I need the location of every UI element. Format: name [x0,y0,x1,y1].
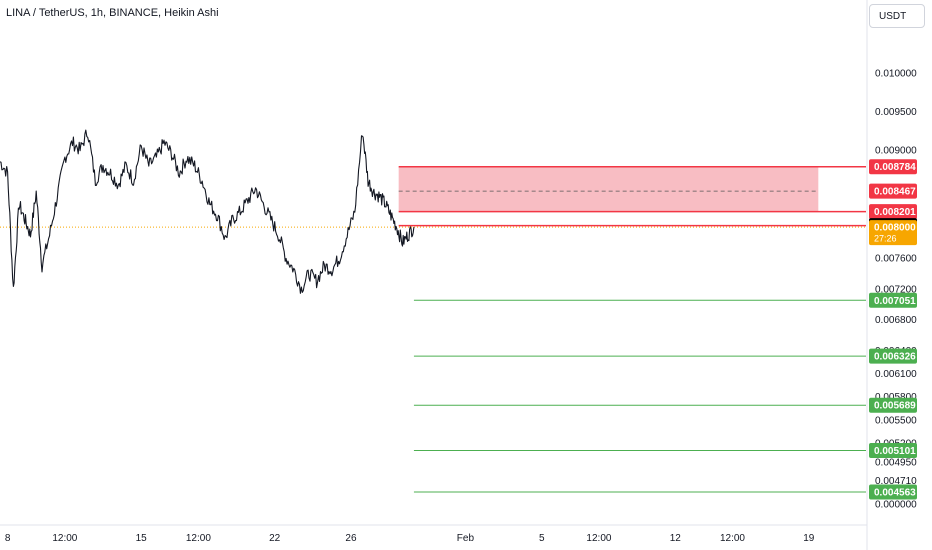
target-badge-1-bg [869,292,917,308]
target-badge-5-bg [869,484,917,500]
price-tick-label: 0.009500 [875,107,917,118]
price-tick-label: 0.007600 [875,253,917,264]
price-tick-label: 0.007200 [875,284,917,295]
currency-selector-button[interactable]: USDT [869,4,925,28]
price-tick-label: 0.009000 [875,146,917,157]
target-badge-1: 0.007051 [869,292,917,308]
price-tick-label: 0.010000 [875,69,917,80]
target-badge-4-label: 0.005101 [874,446,916,457]
time-tick-label: 15 [136,533,148,544]
time-tick-label: 22 [269,533,281,544]
time-tick-label: 8 [5,533,11,544]
price-badge-2: 0.008467 [869,183,917,199]
price-badge-1: 0.008784 [869,159,917,175]
sell-zone-box[interactable] [398,166,819,212]
price-tick-label: 0.004710 [875,476,917,487]
target-badge-2-label: 0.006326 [874,352,916,363]
time-tick-label: Feb [457,533,475,544]
price-tick-label: 0.004950 [875,458,917,469]
time-tick-label: 12:00 [52,533,77,544]
time-tick-label: 19 [803,533,815,544]
countdown-label: 27:26 [874,234,897,244]
target-badge-2-bg [869,348,917,364]
target-badge-5-label: 0.004563 [874,488,916,499]
time-tick-label: 12 [670,533,682,544]
price-tick-label: 0.005500 [875,415,917,426]
target-badge-3-bg [869,397,917,413]
price-badge-3-label: 0.008201 [874,207,916,218]
price-badges: 0.0087840.0084670.0082010.0080200.007051… [869,159,917,500]
price-tick-label: 0.006100 [875,369,917,380]
target-badge-3: 0.005689 [869,397,917,413]
price-series-line[interactable] [0,129,415,294]
target-badge-4: 0.005101 [869,443,917,459]
price-badge-1-label: 0.008784 [874,162,916,173]
price-badge-2-label: 0.008467 [874,187,916,198]
time-tick-label: 26 [345,533,357,544]
price-badge-2-bg [869,183,917,199]
chart-title: LINA / TetherUS, 1h, BINANCE, Heikin Ash… [6,7,219,19]
current-price-label: 0.008000 [874,223,916,234]
target-badge-3-label: 0.005689 [874,401,916,412]
time-tick-label: 12:00 [720,533,745,544]
plot-area[interactable] [0,129,866,493]
current-price-badge-bg [869,220,917,246]
target-badge-4-bg [869,443,917,459]
time-tick-label: 5 [539,533,545,544]
price-badge-3: 0.008201 [869,204,917,220]
price-badge-1-bg [869,159,917,175]
price-tick-label: 0.005800 [875,392,917,403]
time-tick-label: 12:00 [586,533,611,544]
price-badge-3-bg [869,204,917,220]
price-tick-label: 0.006800 [875,315,917,326]
target-badge-1-label: 0.007051 [874,296,916,307]
target-badge-2: 0.006326 [869,348,917,364]
target-badge-5: 0.004563 [869,484,917,500]
time-tick-label: 12:00 [186,533,211,544]
price-tick-label: 0.000000 [875,500,917,511]
